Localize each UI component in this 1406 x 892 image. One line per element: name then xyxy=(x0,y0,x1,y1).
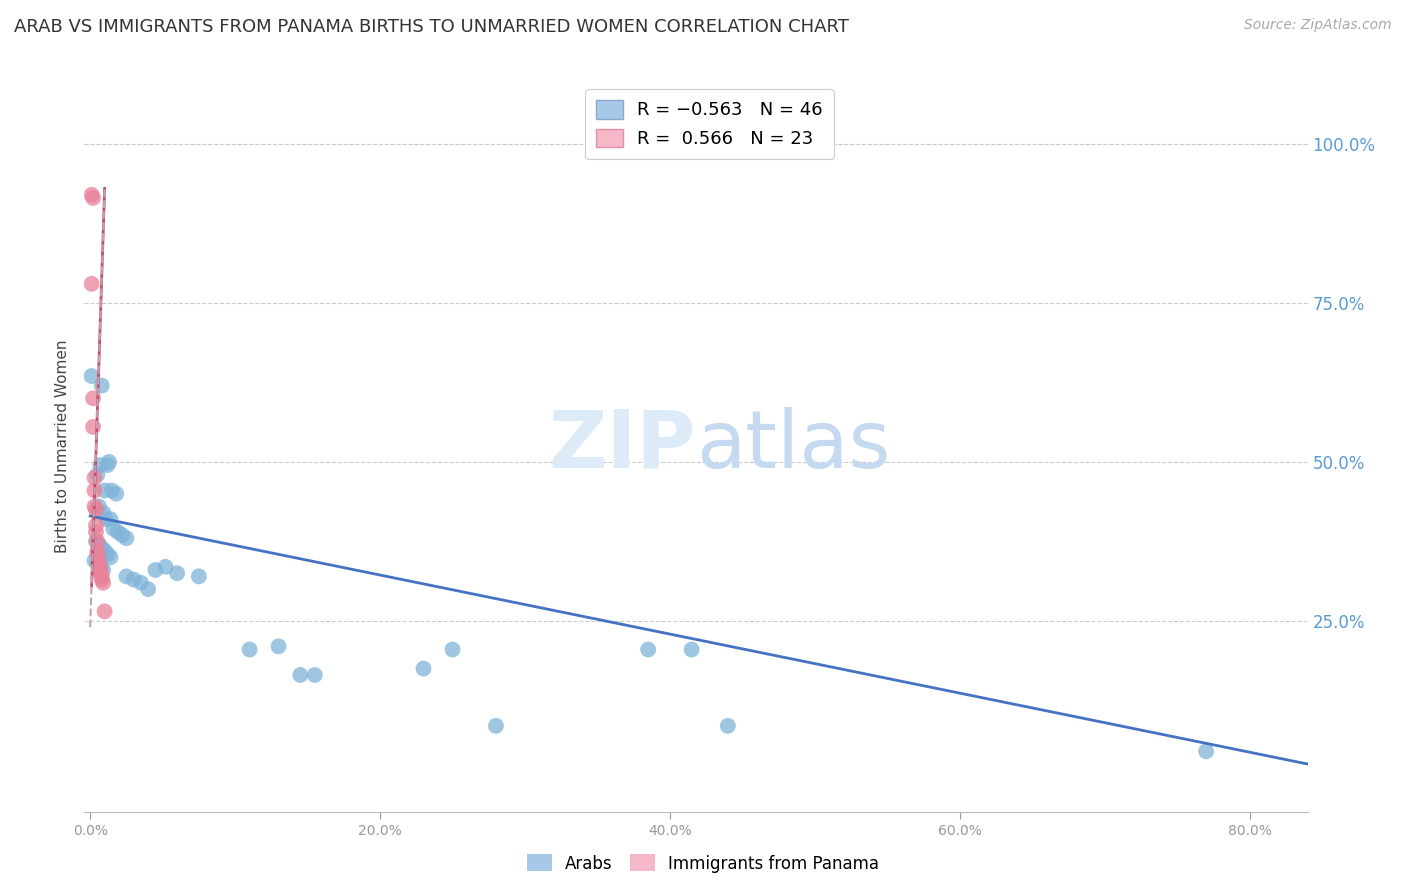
Point xyxy=(87,553,110,567)
Point xyxy=(267,640,290,654)
Point xyxy=(93,483,115,498)
Point xyxy=(89,458,111,472)
Point xyxy=(90,573,112,587)
Point xyxy=(101,483,124,498)
Point xyxy=(100,512,122,526)
Point xyxy=(107,524,129,539)
Point xyxy=(91,575,114,590)
Point xyxy=(87,557,110,571)
Point xyxy=(86,544,108,558)
Point xyxy=(239,642,262,657)
Point xyxy=(83,553,105,567)
Point xyxy=(155,559,177,574)
Point xyxy=(103,522,125,536)
Point xyxy=(82,392,104,406)
Point xyxy=(1195,744,1218,758)
Legend: Arabs, Immigrants from Panama: Arabs, Immigrants from Panama xyxy=(520,847,886,880)
Point xyxy=(485,719,508,733)
Point xyxy=(86,467,108,482)
Point xyxy=(93,604,115,618)
Y-axis label: Births to Unmarried Women: Births to Unmarried Women xyxy=(55,339,70,553)
Point xyxy=(290,668,312,682)
Point xyxy=(80,187,103,202)
Point xyxy=(105,486,128,500)
Point xyxy=(87,500,110,514)
Point xyxy=(115,531,138,545)
Point xyxy=(441,642,464,657)
Point xyxy=(91,506,114,520)
Point xyxy=(87,538,110,552)
Point xyxy=(145,563,167,577)
Text: Source: ZipAtlas.com: Source: ZipAtlas.com xyxy=(1244,18,1392,32)
Point xyxy=(100,550,122,565)
Point xyxy=(717,719,740,733)
Point xyxy=(86,547,108,561)
Point xyxy=(681,642,703,657)
Point xyxy=(637,642,659,657)
Point xyxy=(91,563,114,577)
Point xyxy=(136,582,159,596)
Point xyxy=(84,518,107,533)
Point xyxy=(83,483,105,498)
Point xyxy=(86,534,108,549)
Point xyxy=(98,455,121,469)
Point xyxy=(111,528,134,542)
Point xyxy=(89,563,111,577)
Point xyxy=(94,512,117,526)
Point xyxy=(87,559,110,574)
Point xyxy=(82,191,104,205)
Point xyxy=(115,569,138,583)
Point xyxy=(83,471,105,485)
Point xyxy=(90,569,112,583)
Point xyxy=(84,524,107,539)
Point xyxy=(84,502,107,516)
Point xyxy=(122,573,145,587)
Text: ZIP: ZIP xyxy=(548,407,696,485)
Point xyxy=(187,569,209,583)
Point xyxy=(84,534,107,549)
Point xyxy=(96,458,118,472)
Point xyxy=(86,557,108,571)
Point xyxy=(80,369,103,384)
Text: ARAB VS IMMIGRANTS FROM PANAMA BIRTHS TO UNMARRIED WOMEN CORRELATION CHART: ARAB VS IMMIGRANTS FROM PANAMA BIRTHS TO… xyxy=(14,18,849,36)
Point xyxy=(93,544,115,558)
Legend: R = −0.563   N = 46, R =  0.566   N = 23: R = −0.563 N = 46, R = 0.566 N = 23 xyxy=(585,89,834,159)
Point xyxy=(96,547,118,561)
Point xyxy=(129,575,152,590)
Point xyxy=(90,541,112,555)
Point xyxy=(89,566,111,581)
Point xyxy=(89,559,111,574)
Point xyxy=(90,378,112,392)
Point xyxy=(304,668,326,682)
Point xyxy=(166,566,188,581)
Point xyxy=(82,420,104,434)
Point xyxy=(83,500,105,514)
Point xyxy=(80,277,103,291)
Point xyxy=(412,662,434,676)
Text: atlas: atlas xyxy=(696,407,890,485)
